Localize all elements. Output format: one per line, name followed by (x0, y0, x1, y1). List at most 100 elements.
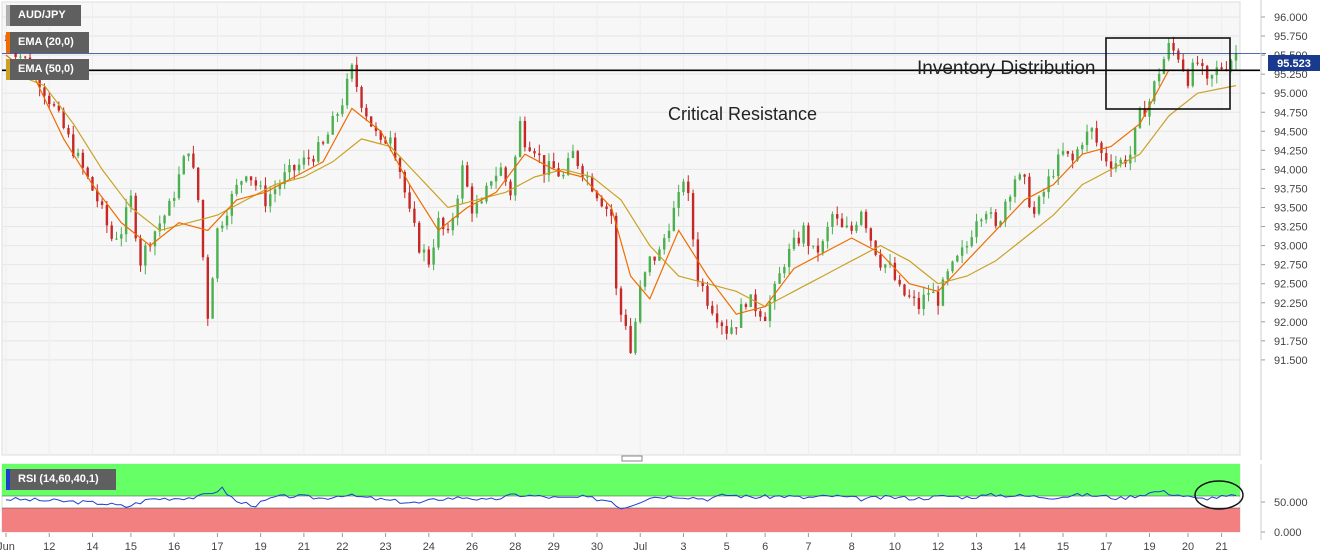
y-tick-label: 95.250 (1274, 69, 1308, 81)
legend-rsi-swatch (6, 469, 10, 490)
candle-body-down (523, 120, 527, 148)
candle-body-down (509, 181, 512, 196)
candle-body-down (413, 208, 416, 223)
candle-body-up (124, 207, 128, 235)
candle-body-down (293, 164, 296, 171)
candle-body-down (898, 279, 901, 285)
candle-body-down (1196, 62, 1199, 64)
candle-body-down (744, 304, 748, 308)
candle-body-up (951, 261, 954, 272)
y-tick-label: 94.250 (1274, 145, 1308, 157)
candle-body-up (1076, 149, 1079, 161)
rsi-y-axis: 50.000 0.000 (1260, 464, 1308, 540)
candle-body-up (278, 184, 282, 190)
candle-body-down (763, 316, 767, 322)
candle-body-up (432, 247, 435, 265)
candle-body-up (461, 165, 464, 199)
ema-lines (5, 54, 1237, 315)
candle-body-up (1057, 154, 1060, 177)
candle-body-up (1004, 201, 1007, 222)
candle-body-up (1234, 53, 1238, 61)
rsi-y-tick-label: 50.000 (1274, 497, 1308, 509)
candle-body-up (163, 215, 166, 224)
candle-body-up (1090, 128, 1094, 132)
candle-body-down (67, 127, 70, 135)
y-tick-label: 93.500 (1274, 203, 1308, 215)
candle-body-down (43, 87, 46, 96)
candle-body-up (946, 271, 949, 280)
candle-body-down (1205, 65, 1209, 79)
candle-body-up (115, 238, 118, 240)
x-tick-label: 3 (680, 541, 686, 553)
candle-body-down (379, 131, 382, 140)
x-tick-label: 10 (889, 541, 901, 553)
candle-body-down (836, 214, 839, 219)
legend-ema20-swatch (6, 32, 10, 53)
candle-body-down (610, 208, 613, 216)
candle-body-down (408, 192, 411, 209)
candle-body-down (581, 166, 584, 177)
candle-body-down (1177, 50, 1180, 60)
y-axis: 96.00095.75095.50095.25095.00094.75094.5… (1260, 0, 1308, 460)
candle-body-down (619, 288, 623, 315)
x-tick-label: 20 (1182, 541, 1194, 553)
candle-body-down (605, 206, 608, 209)
candle-body-down (418, 222, 421, 253)
rsi-line (5, 486, 1237, 510)
candle-body-down (807, 225, 810, 246)
rsi-highlight-ellipse (1194, 480, 1244, 510)
candle-body-up (76, 152, 80, 157)
candle-body-down (735, 327, 738, 329)
candle-body-up (129, 195, 133, 208)
candle-body-down (307, 157, 310, 159)
candle-body-up (1052, 176, 1055, 178)
candle-body-up (153, 231, 157, 247)
candle-body-down (533, 151, 536, 154)
y-tick-label: 91.500 (1274, 355, 1308, 367)
candle-body-up (475, 203, 479, 214)
legend-ema50: EMA (50,0) (6, 59, 89, 80)
candle-body-down (466, 165, 469, 187)
candle-body-down (1172, 43, 1175, 51)
candle-body-up (456, 198, 459, 218)
candle-body-down (557, 168, 560, 177)
candle-body-up (225, 215, 229, 226)
legend-ema50-label: EMA (50,0) (18, 63, 74, 75)
candle-body-up (211, 278, 214, 319)
candle-body-down (96, 190, 99, 202)
candle-body-down (600, 198, 603, 207)
x-tick-label: 12 (932, 541, 944, 553)
candle-body-up (389, 137, 392, 144)
candle-body-down (879, 254, 882, 268)
legend-ema20: EMA (20,0) (6, 32, 89, 53)
legend-ema50-swatch (6, 59, 10, 80)
candle-body-down (624, 314, 628, 326)
y-tick-label: 94.750 (1274, 107, 1308, 119)
candle-body-down (576, 151, 579, 167)
candle-body-down (206, 257, 209, 319)
distribution-box (1105, 37, 1231, 110)
x-tick-label: 30 (591, 541, 603, 553)
candle-body-down (105, 204, 109, 226)
y-tick-label: 94.500 (1274, 126, 1308, 138)
candle-body-up (984, 213, 988, 220)
candle-body-down (994, 212, 997, 226)
candle-body-down (1095, 128, 1098, 143)
candle-body-down (653, 256, 656, 261)
candle-body-down (249, 176, 253, 181)
candle-body-down (840, 218, 844, 228)
x-tick-label: 19 (255, 541, 267, 553)
candle-body-down (321, 142, 325, 144)
candle-body-up (970, 237, 973, 247)
candle-body-up (485, 185, 488, 202)
x-tick-label: 5 (724, 541, 730, 553)
x-tick-label: 24 (423, 541, 435, 553)
candle-body-up (547, 161, 551, 175)
y-tick-label: 92.000 (1274, 317, 1308, 329)
candle-body-down (62, 110, 65, 128)
x-tick-label: Jul (633, 541, 647, 553)
pane-divider-handle[interactable] (621, 455, 643, 462)
candle-body-up (1229, 60, 1233, 70)
candle-body-up (821, 241, 824, 253)
candle-body-down (442, 217, 445, 229)
